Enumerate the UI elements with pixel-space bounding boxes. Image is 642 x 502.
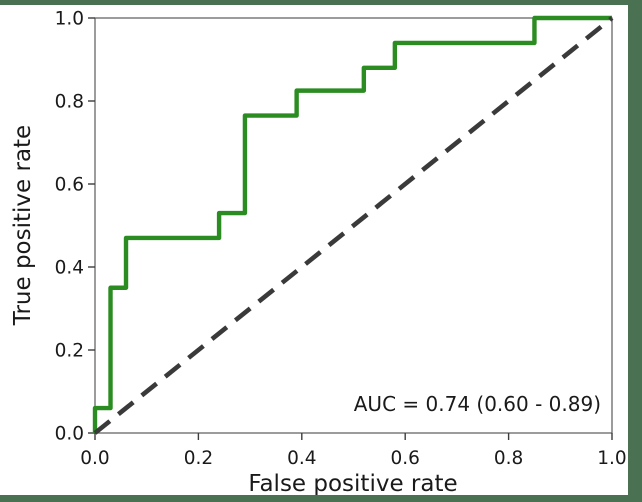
series-lines bbox=[92, 15, 614, 435]
x-tick-label: 0.2 bbox=[184, 448, 213, 469]
chance-diagonal-line bbox=[93, 16, 614, 435]
plot-area-spines bbox=[94, 17, 613, 434]
y-tick-label: 0.6 bbox=[55, 175, 84, 196]
x-tick-label: 0.6 bbox=[390, 448, 419, 469]
y-tick-label: 1.0 bbox=[55, 9, 84, 30]
x-tick-label: 1.0 bbox=[597, 448, 626, 469]
y-tick-label: 0.8 bbox=[55, 92, 84, 113]
roc-curve-line bbox=[92, 15, 612, 433]
frame-border-top bbox=[0, 0, 642, 5]
y-tick-label: 0.0 bbox=[55, 424, 84, 445]
x-tick-label: 0.4 bbox=[287, 448, 316, 469]
y-tick-label: 0.4 bbox=[55, 258, 84, 279]
frame-border-right bbox=[628, 0, 642, 502]
y-tick-label: 0.2 bbox=[55, 341, 84, 362]
x-axis-label: False positive rate bbox=[248, 471, 457, 497]
x-tick-label: 0.8 bbox=[494, 448, 523, 469]
x-tick-label: 0.0 bbox=[80, 448, 109, 469]
x-axis-ticks: 0.0 0.2 0.4 0.6 0.8 1.0 bbox=[80, 433, 627, 469]
auc-annotation: AUC = 0.74 (0.60 - 0.89) bbox=[354, 392, 601, 416]
y-axis-label: True positive rate bbox=[10, 125, 36, 326]
y-axis-ticks: 0.0 0.2 0.4 0.6 0.8 1.0 bbox=[55, 9, 95, 445]
frame-border-bottom bbox=[0, 495, 642, 502]
